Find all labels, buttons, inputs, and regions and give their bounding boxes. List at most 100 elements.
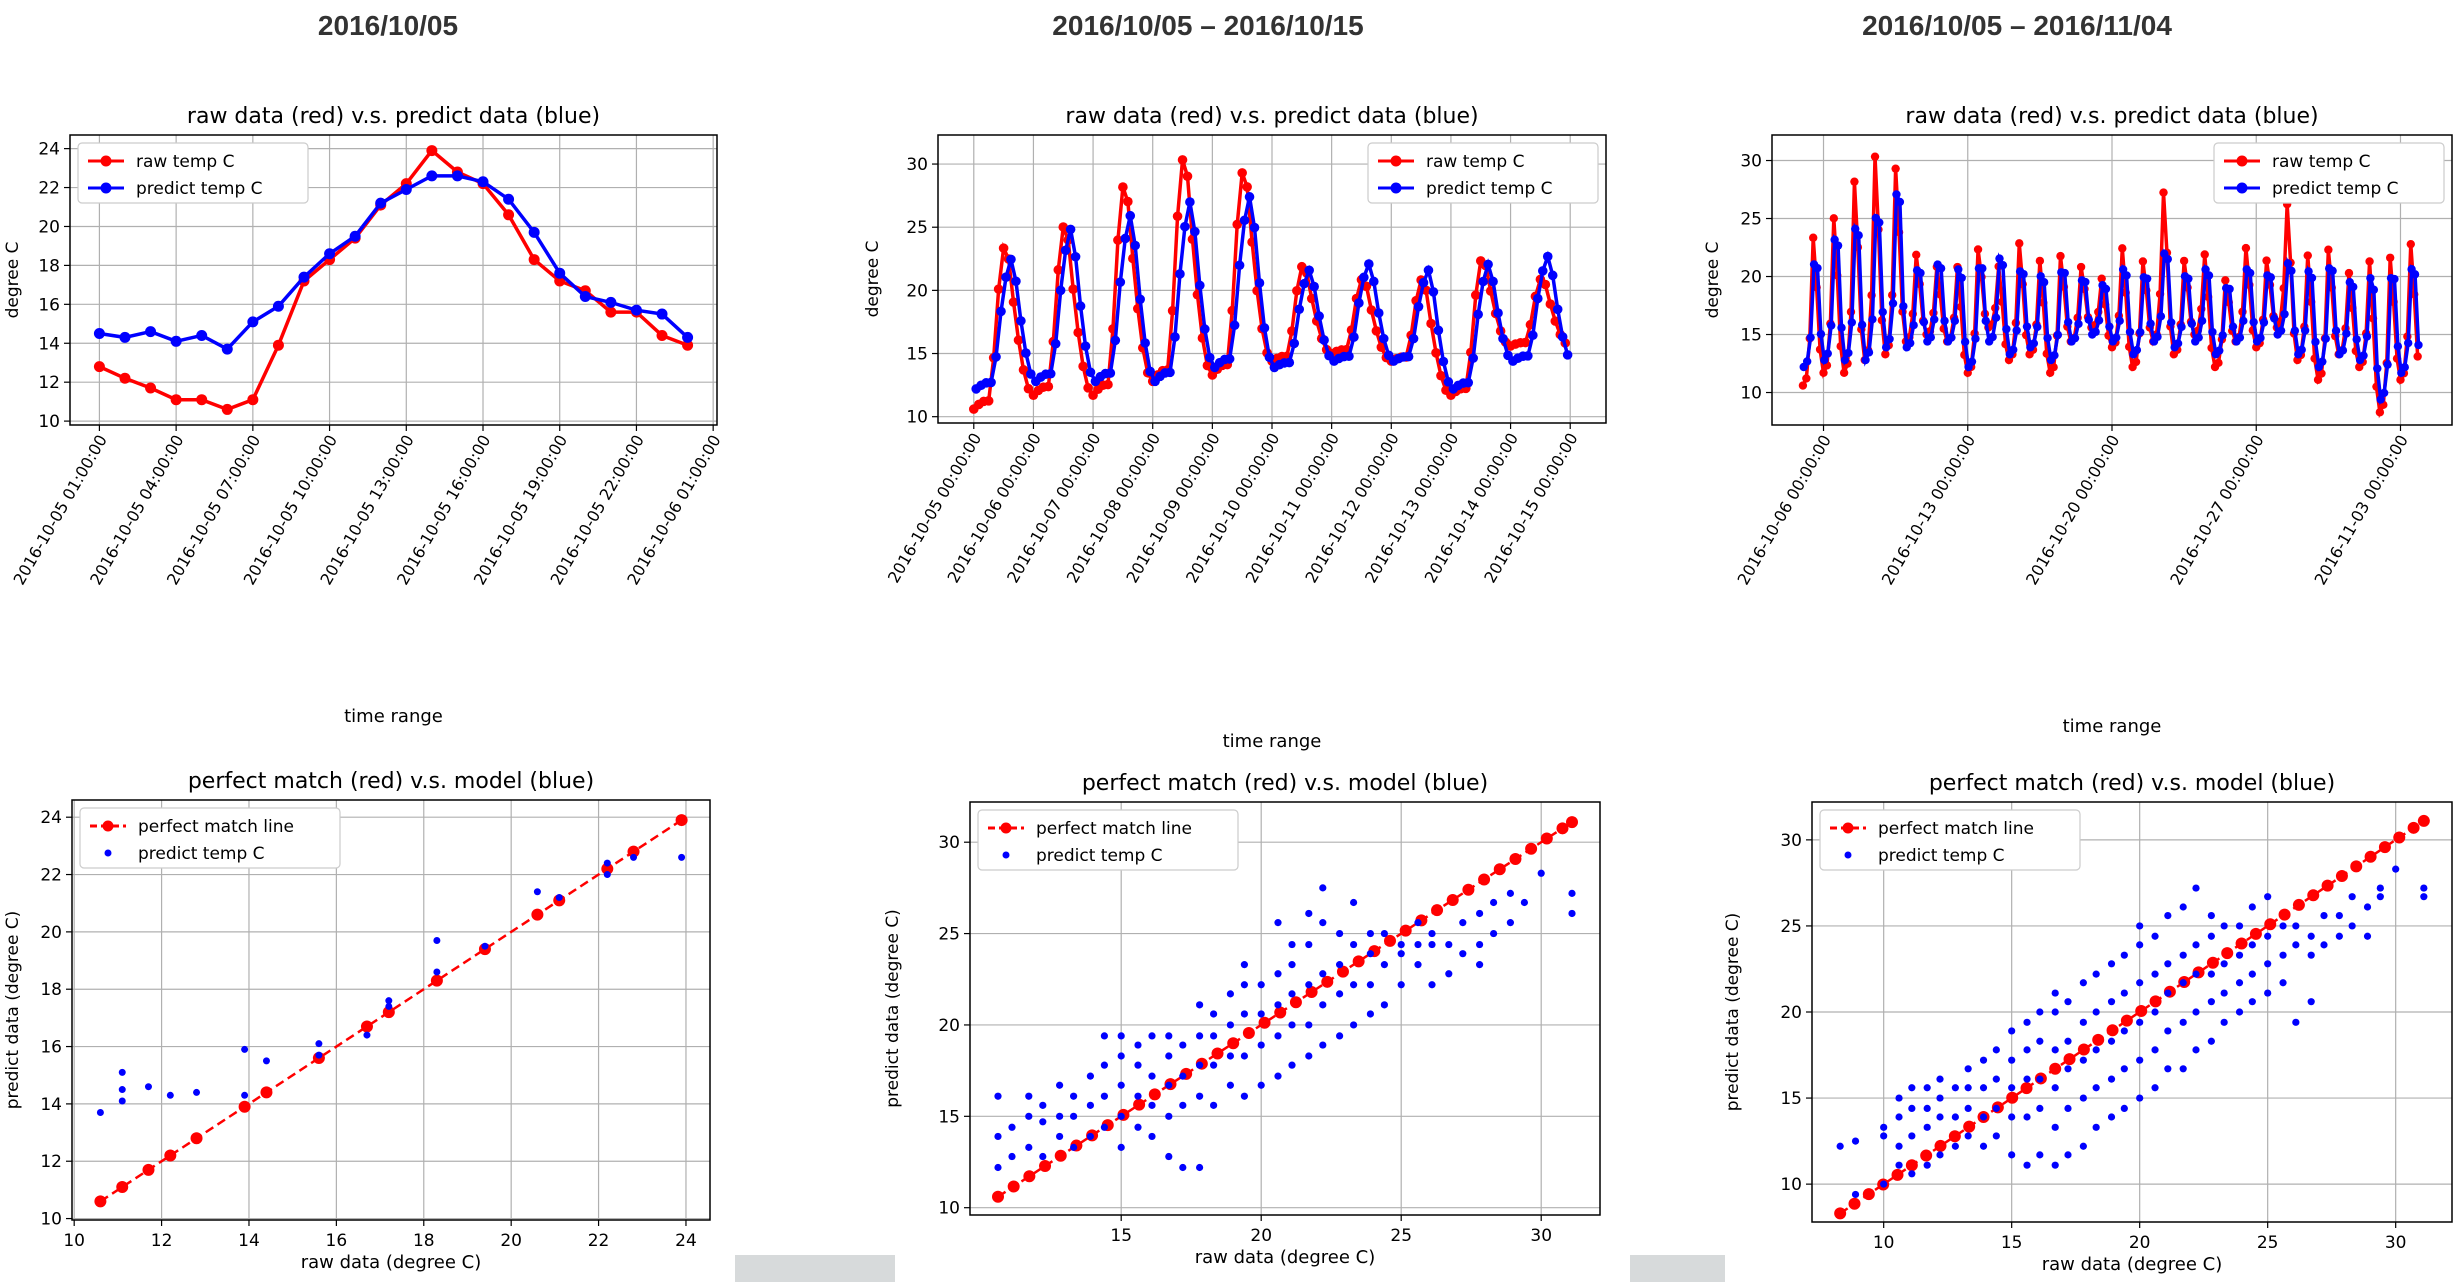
- predict-series-point: [1364, 259, 1374, 269]
- predict-point: [118, 1068, 126, 1076]
- predict-series-point: [682, 331, 694, 343]
- perfect-match-point: [1054, 1149, 1067, 1162]
- predict-series-point: [1930, 315, 1939, 324]
- predict-series-point: [1423, 265, 1434, 276]
- predict-point: [1196, 1092, 1204, 1100]
- predict-series-point: [2122, 271, 2131, 280]
- predict-point: [1288, 961, 1296, 969]
- predict-point: [1992, 1046, 2000, 1054]
- predict-point: [1148, 1132, 1156, 1141]
- predict-series-point: [1080, 341, 1091, 351]
- perfect-match-point: [430, 974, 443, 987]
- predict-point: [2320, 941, 2328, 949]
- perfect-match-point: [2292, 898, 2305, 911]
- predict-point: [1288, 1061, 1296, 1069]
- perfect-match-point: [1478, 873, 1491, 886]
- predict-series-point: [1878, 307, 1887, 317]
- legend-marker: [1842, 822, 1854, 834]
- predict-point: [1336, 1032, 1344, 1040]
- legend-label: raw temp C: [1426, 152, 1524, 172]
- y-axis-label: degree C: [1703, 242, 1723, 319]
- raw-series-point: [1182, 171, 1193, 182]
- predict-point: [1008, 1123, 1016, 1131]
- predict-series-point: [2208, 327, 2217, 337]
- predict-series-point: [1823, 349, 1832, 358]
- predict-point: [1964, 1104, 1972, 1112]
- predict-series-point: [1991, 313, 2001, 322]
- predict-series-point: [2029, 339, 2039, 348]
- predict-series-point: [2290, 326, 2300, 335]
- plot-area: [1798, 152, 2423, 419]
- predict-point: [2248, 941, 2256, 949]
- x-tick-label: 2016-10-20 00:00:00: [2022, 432, 2123, 589]
- predict-point: [1490, 929, 1498, 938]
- perfect-match-point: [1023, 1170, 1036, 1183]
- legend-label: predict temp C: [1426, 179, 1553, 199]
- predict-series-point: [1950, 316, 1960, 326]
- predict-point: [315, 1051, 323, 1059]
- predict-point: [2064, 1065, 2072, 1073]
- predict-series-point: [1120, 233, 1131, 244]
- predict-series-point: [272, 300, 284, 312]
- chart-day-timeseries: raw data (red) v.s. predict data (blue) 1…: [3, 104, 725, 727]
- y-tick-label: 12: [38, 373, 60, 393]
- predict-point: [2207, 998, 2215, 1006]
- x-tick-label: 30: [1530, 1226, 1552, 1246]
- predict-point: [1210, 1032, 1218, 1040]
- predict-series-point: [145, 326, 157, 338]
- legend-marker: [1002, 851, 1010, 859]
- predict-point: [1964, 1084, 1972, 1092]
- raw-series-point: [1819, 368, 1828, 377]
- perfect-match-point: [1509, 853, 1522, 866]
- predict-point: [2023, 1018, 2031, 1026]
- predict-series-point: [119, 331, 131, 343]
- predict-series-point: [2280, 309, 2289, 319]
- predict-point: [2335, 932, 2343, 940]
- perfect-match-point: [2407, 821, 2420, 834]
- predict-point: [2320, 912, 2328, 920]
- x-tick-label: 20: [500, 1231, 522, 1251]
- predict-point: [2207, 912, 2215, 920]
- predict-point: [2307, 998, 2315, 1006]
- raw-series-point: [1540, 279, 1551, 290]
- predict-point: [1226, 1021, 1234, 1029]
- predict-point: [1568, 889, 1576, 897]
- predict-point: [2307, 932, 2315, 940]
- predict-point: [1459, 919, 1467, 927]
- predict-point: [2420, 884, 2428, 892]
- chart-title: perfect match (red) v.s. model (blue): [1082, 771, 1488, 796]
- predict-series-point: [2101, 284, 2111, 294]
- y-tick-label: 18: [40, 980, 62, 1000]
- perfect-match-point: [2006, 1091, 2019, 1104]
- predict-point: [1056, 1081, 1064, 1089]
- predict-point: [2120, 1104, 2128, 1112]
- predict-point: [2248, 998, 2256, 1006]
- predict-series-point: [1359, 272, 1369, 283]
- perfect-match-point: [601, 862, 614, 875]
- y-tick-label: 16: [40, 1038, 62, 1058]
- raw-series-point: [2131, 357, 2141, 367]
- predict-point: [2051, 1008, 2059, 1016]
- predict-series-point: [2132, 345, 2142, 355]
- legend-label: predict temp C: [2272, 179, 2399, 199]
- predict-point: [2023, 1075, 2031, 1083]
- raw-series-point: [682, 339, 694, 351]
- predict-point: [241, 1091, 249, 1099]
- predict-series-point: [2146, 319, 2155, 328]
- plot-area: [968, 155, 1573, 414]
- legend-label: predict temp C: [1036, 846, 1163, 866]
- predict-point: [2064, 998, 2072, 1006]
- raw-series-point: [221, 403, 233, 415]
- predict-point: [2164, 1065, 2172, 1073]
- predict-point: [1305, 1021, 1313, 1029]
- raw-series-point: [1202, 360, 1213, 371]
- predict-point: [1964, 1065, 1972, 1073]
- raw-series-point: [1426, 318, 1436, 329]
- predict-series-point: [2187, 319, 2197, 328]
- predict-point: [2179, 903, 2187, 911]
- perfect-match-point: [1384, 934, 1396, 947]
- predict-series-point: [1001, 272, 1011, 283]
- predict-series-point: [1998, 260, 2008, 270]
- predict-series-point: [2400, 363, 2409, 372]
- predict-point: [1964, 1132, 1972, 1140]
